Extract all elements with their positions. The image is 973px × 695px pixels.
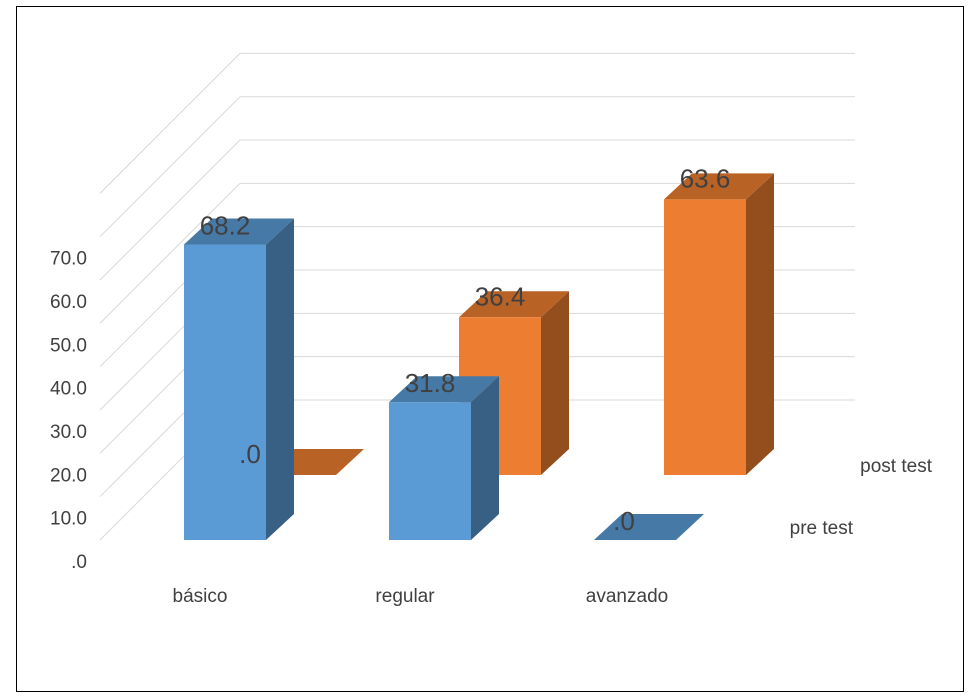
y-tick-label: 20.0 <box>50 465 87 486</box>
bar-pre-test-2 <box>594 514 704 540</box>
category-label: avanzado <box>586 586 668 607</box>
data-label-post-test: 36.4 <box>475 281 526 311</box>
y-tick-label: 30.0 <box>50 422 87 443</box>
gridline-side <box>99 182 241 324</box>
bar-pre-test-0-front <box>184 244 266 541</box>
bar-pre-test-2-top <box>594 514 704 540</box>
gridline-side <box>99 53 241 194</box>
data-label-post-test: .0 <box>239 439 261 469</box>
data-labels: .0 36.4 63.6 68.2 31.8 .0 <box>200 163 731 536</box>
bar-post-test-1-side <box>541 291 569 475</box>
gridline-side <box>99 96 241 238</box>
data-label-post-test: 63.6 <box>680 163 731 193</box>
pre-test-bars <box>184 218 704 541</box>
axis-labels: .0 10.0 20.0 30.0 40.0 50.0 60.0 70.0 básico regu… <box>50 249 933 607</box>
bar-pre-test-1-front <box>389 402 471 540</box>
y-tick-label: 70.0 <box>50 249 87 270</box>
y-tick-label: 50.0 <box>50 335 87 356</box>
bar-post-test-1 <box>459 291 569 475</box>
y-tick-label: .0 <box>71 552 87 573</box>
bar-pre-test-1 <box>389 376 499 540</box>
bar-post-test-1-top <box>459 291 569 318</box>
bar-pre-test-0-side <box>266 218 294 541</box>
series-label-pre-test: pre test <box>790 518 854 539</box>
data-label-pre-test: .0 <box>613 506 635 536</box>
bar-pre-test-1-top <box>389 376 499 403</box>
category-label: básico <box>173 586 228 607</box>
bar-post-test-2-front <box>664 199 746 475</box>
data-label-pre-test: 68.2 <box>200 210 251 240</box>
y-tick-label: 10.0 <box>50 509 87 530</box>
y-tick-label: 60.0 <box>50 292 87 313</box>
bar-post-test-2-side <box>746 173 774 475</box>
y-tick-label: 40.0 <box>50 379 87 400</box>
post-test-bars <box>254 173 774 475</box>
gridline-side <box>99 139 241 281</box>
series-label-post-test: post test <box>860 456 933 477</box>
category-label: regular <box>375 586 435 607</box>
bar-post-test-2 <box>664 173 774 475</box>
bar-pre-test-0 <box>184 218 294 541</box>
bar-pre-test-1-side <box>471 376 499 540</box>
data-label-pre-test: 31.8 <box>405 368 456 398</box>
bar-post-test-2-top <box>664 173 774 200</box>
bar-pre-test-0-top <box>184 218 294 245</box>
